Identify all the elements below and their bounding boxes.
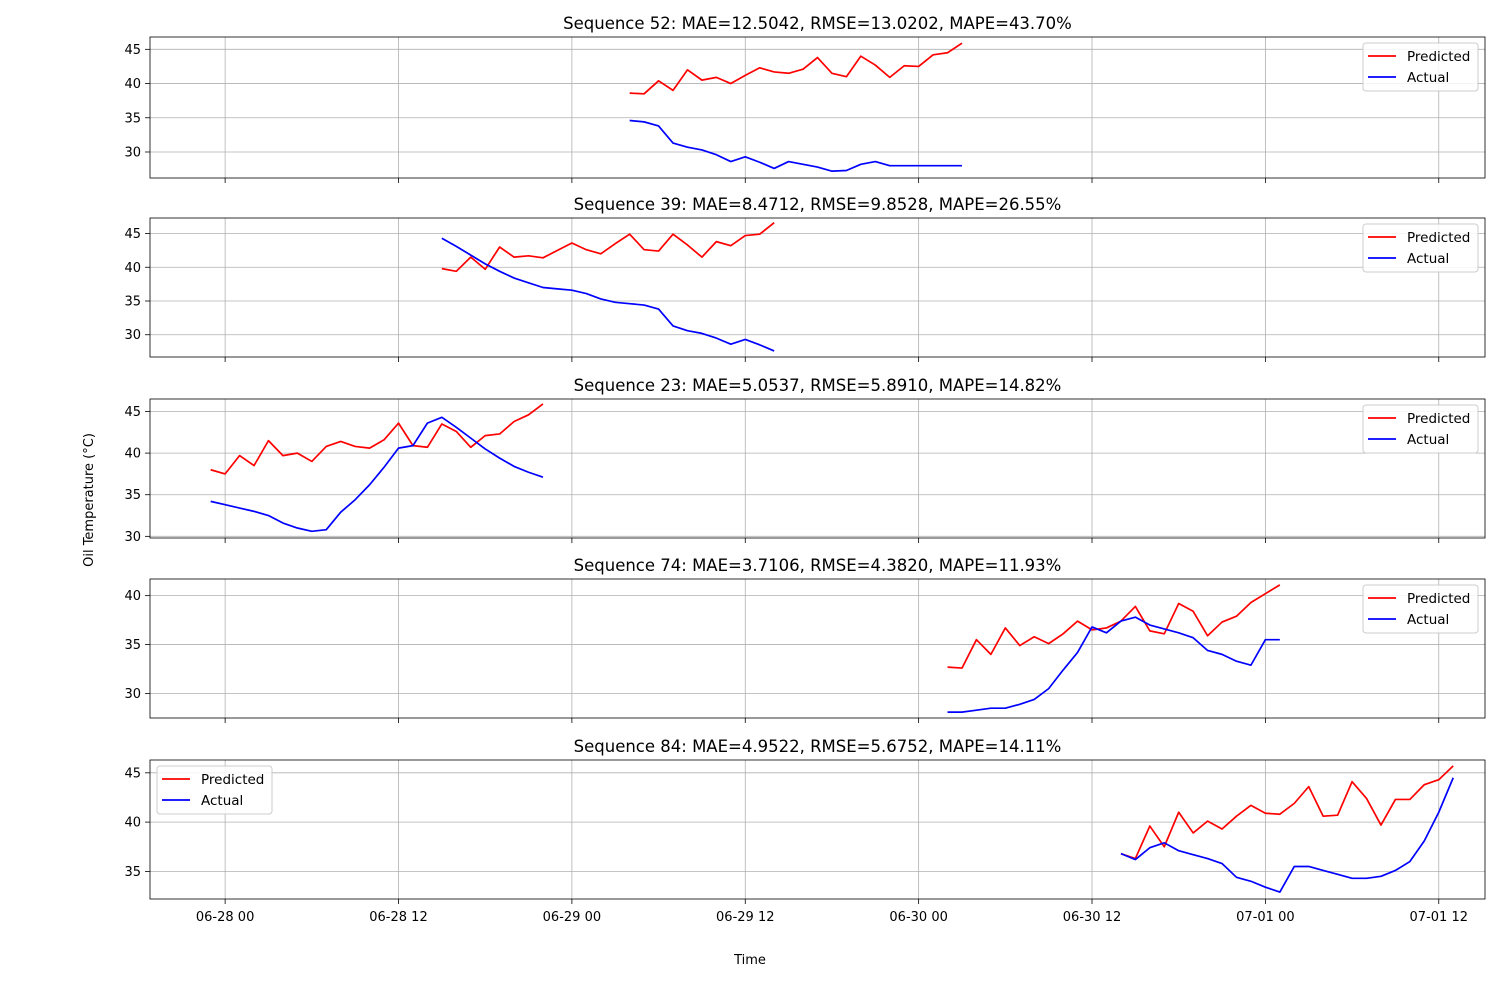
y-tick-label: 40: [124, 816, 141, 831]
series-group: [210, 403, 544, 533]
subplot-title: Sequence 39: MAE=8.4712, RMSE=9.8528, MA…: [574, 195, 1062, 214]
subplot-title: Sequence 74: MAE=3.7106, RMSE=4.3820, MA…: [574, 556, 1062, 575]
x-tick-label: 06-28 00: [196, 910, 254, 925]
grid: [150, 399, 1485, 538]
x-tick-label: 07-01 12: [1410, 910, 1468, 925]
legend-label-predicted: Predicted: [1407, 411, 1470, 427]
series-line-actual: [1120, 777, 1454, 893]
legend: Predicted Actual: [1362, 42, 1479, 92]
legend-label-actual: Actual: [1407, 251, 1449, 267]
subplot-title: Sequence 52: MAE=12.5042, RMSE=13.0202, …: [563, 14, 1072, 33]
series-group: [441, 222, 775, 352]
legend-label-actual: Actual: [1407, 70, 1449, 86]
grid: [150, 760, 1485, 899]
legend-label-predicted: Predicted: [1407, 49, 1470, 65]
series-line-predicted: [1120, 765, 1454, 860]
subplot-title: Sequence 23: MAE=5.0537, RMSE=5.8910, MA…: [574, 376, 1062, 395]
y-tick-label: 30: [124, 328, 141, 343]
y-tick-label: 40: [124, 77, 141, 92]
x-tick-label: 06-30 00: [889, 910, 947, 925]
y-tick-label: 30: [124, 530, 141, 545]
y-tick-label: 45: [124, 227, 141, 242]
x-tick-label: 07-01 00: [1236, 910, 1294, 925]
subplot-title: Sequence 84: MAE=4.9522, RMSE=5.6752, MA…: [574, 737, 1062, 756]
series-line-actual: [629, 119, 962, 173]
grid: [150, 37, 1485, 178]
y-tick-label: 40: [124, 261, 141, 276]
legend-label-predicted: Predicted: [1407, 230, 1470, 246]
x-tick-label: 06-29 12: [716, 910, 774, 925]
x-tick-label: 06-28 12: [369, 910, 427, 925]
subplot-5: 35 40 45 Sequence 84: MAE=4.9522, RMSE=5.67…: [124, 737, 1486, 904]
legend: Predicted Actual: [1362, 223, 1479, 273]
legend-label-predicted: Predicted: [201, 772, 264, 788]
y-tick-label: 30: [124, 145, 141, 160]
series-line-predicted: [210, 403, 544, 475]
legend: Predicted Actual: [1362, 404, 1479, 454]
y-tick-label: 45: [124, 766, 141, 781]
series-line-actual: [210, 416, 544, 533]
axes-frame: [149, 36, 1486, 179]
grid: [150, 218, 1485, 357]
x-tick-label: 06-30 12: [1063, 910, 1121, 925]
axes-frame: [149, 398, 1486, 539]
series-line-predicted: [947, 584, 1281, 669]
subplot-4: 30 35 40 Sequence 74: MAE=3.7106, RMSE=4.38…: [124, 556, 1486, 723]
legend-box: [156, 765, 273, 815]
series-line-actual: [947, 616, 1280, 713]
legend-box: [1362, 223, 1479, 273]
series-group: [1120, 765, 1454, 893]
y-tick-label: 35: [124, 111, 141, 126]
subplot-3: 30 35 40 45 Sequence 23: MAE=5.0537, RMSE=5.…: [124, 376, 1486, 545]
legend-label-actual: Actual: [201, 793, 243, 809]
legend: Predicted Actual: [156, 765, 273, 815]
y-tick-label: 35: [124, 488, 141, 503]
axes-frame: [149, 578, 1486, 719]
series-line-predicted: [629, 42, 963, 95]
y-tick-label: 35: [124, 294, 141, 309]
y-tick-label: 35: [124, 638, 141, 653]
legend-label-actual: Actual: [1407, 612, 1449, 628]
subplot-2: 30 35 40 45 Sequence 39: MAE=8.4712, RMSE=9.…: [124, 195, 1486, 362]
series-line-predicted: [441, 222, 775, 273]
y-tick-label: 40: [124, 447, 141, 462]
legend: Predicted Actual: [1362, 584, 1479, 634]
y-tick-label: 30: [124, 687, 141, 702]
legend-label-predicted: Predicted: [1407, 591, 1470, 607]
x-tick-label: 06-29 00: [543, 910, 601, 925]
subplot-1: 30 35 40 45 Sequence 52: MAE=12.5042, RMSE=1…: [124, 14, 1486, 183]
x-axis-label: Time: [733, 953, 766, 968]
grid: [150, 579, 1485, 718]
y-tick-label: 45: [124, 405, 141, 420]
y-tick-label: 40: [124, 589, 141, 604]
series-group: [947, 584, 1281, 713]
axes-frame: [149, 217, 1486, 358]
legend-box: [1362, 42, 1479, 92]
legend-box: [1362, 584, 1479, 634]
series-line-actual: [441, 237, 775, 352]
legend-box: [1362, 404, 1479, 454]
y-tick-label: 35: [124, 865, 141, 880]
y-axis-label: Oil Temperature (°C): [82, 433, 97, 567]
legend-label-actual: Actual: [1407, 432, 1449, 448]
series-group: [629, 42, 963, 173]
y-tick-label: 45: [124, 43, 141, 58]
axes-frame: [149, 759, 1486, 900]
